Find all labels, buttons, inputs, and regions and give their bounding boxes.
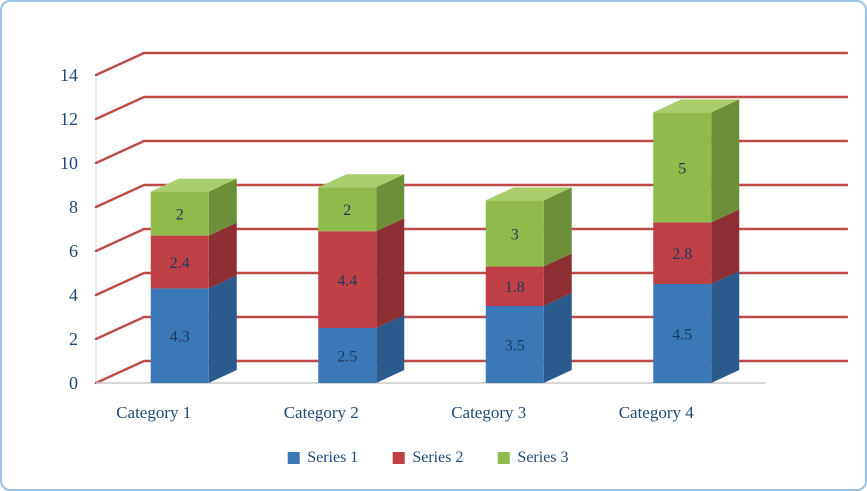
- svg-text:2: 2: [176, 207, 184, 224]
- legend-swatch-series-3: [497, 452, 510, 464]
- svg-text:0: 0: [69, 373, 78, 393]
- legend-label-series-1: Series 1: [307, 449, 359, 466]
- svg-text:2: 2: [69, 329, 78, 349]
- svg-text:4.4: 4.4: [337, 273, 357, 290]
- svg-text:4.5: 4.5: [672, 327, 692, 344]
- svg-text:Category 3: Category 3: [451, 403, 526, 422]
- svg-text:10: 10: [60, 153, 78, 173]
- svg-text:4.3: 4.3: [170, 329, 190, 346]
- svg-text:14: 14: [60, 65, 78, 85]
- svg-text:Category 1: Category 1: [116, 403, 191, 422]
- svg-text:2.8: 2.8: [672, 246, 692, 263]
- svg-text:5: 5: [678, 160, 686, 177]
- svg-text:3.5: 3.5: [505, 338, 525, 355]
- svg-text:6: 6: [69, 241, 78, 261]
- legend-item-series-1: Series 1: [287, 449, 358, 467]
- legend-label-series-2: Series 2: [412, 449, 464, 466]
- legend-label-series-3: Series 3: [517, 449, 569, 466]
- legend-swatch-series-1: [287, 452, 300, 464]
- chart-legend: Series 1 Series 2 Series 3: [287, 449, 569, 467]
- svg-text:12: 12: [60, 109, 78, 129]
- svg-text:2.5: 2.5: [337, 349, 357, 366]
- legend-item-series-3: Series 3: [497, 449, 569, 467]
- legend-swatch-series-2: [392, 452, 405, 464]
- svg-text:3: 3: [511, 226, 519, 243]
- svg-text:8: 8: [69, 197, 78, 217]
- svg-text:4: 4: [69, 285, 78, 305]
- svg-text:2: 2: [343, 202, 351, 219]
- legend-item-series-2: Series 2: [392, 449, 463, 467]
- svg-text:1.8: 1.8: [505, 279, 525, 296]
- svg-text:Category 2: Category 2: [284, 403, 359, 422]
- svg-text:Category 4: Category 4: [619, 403, 695, 422]
- svg-text:2.4: 2.4: [170, 255, 190, 272]
